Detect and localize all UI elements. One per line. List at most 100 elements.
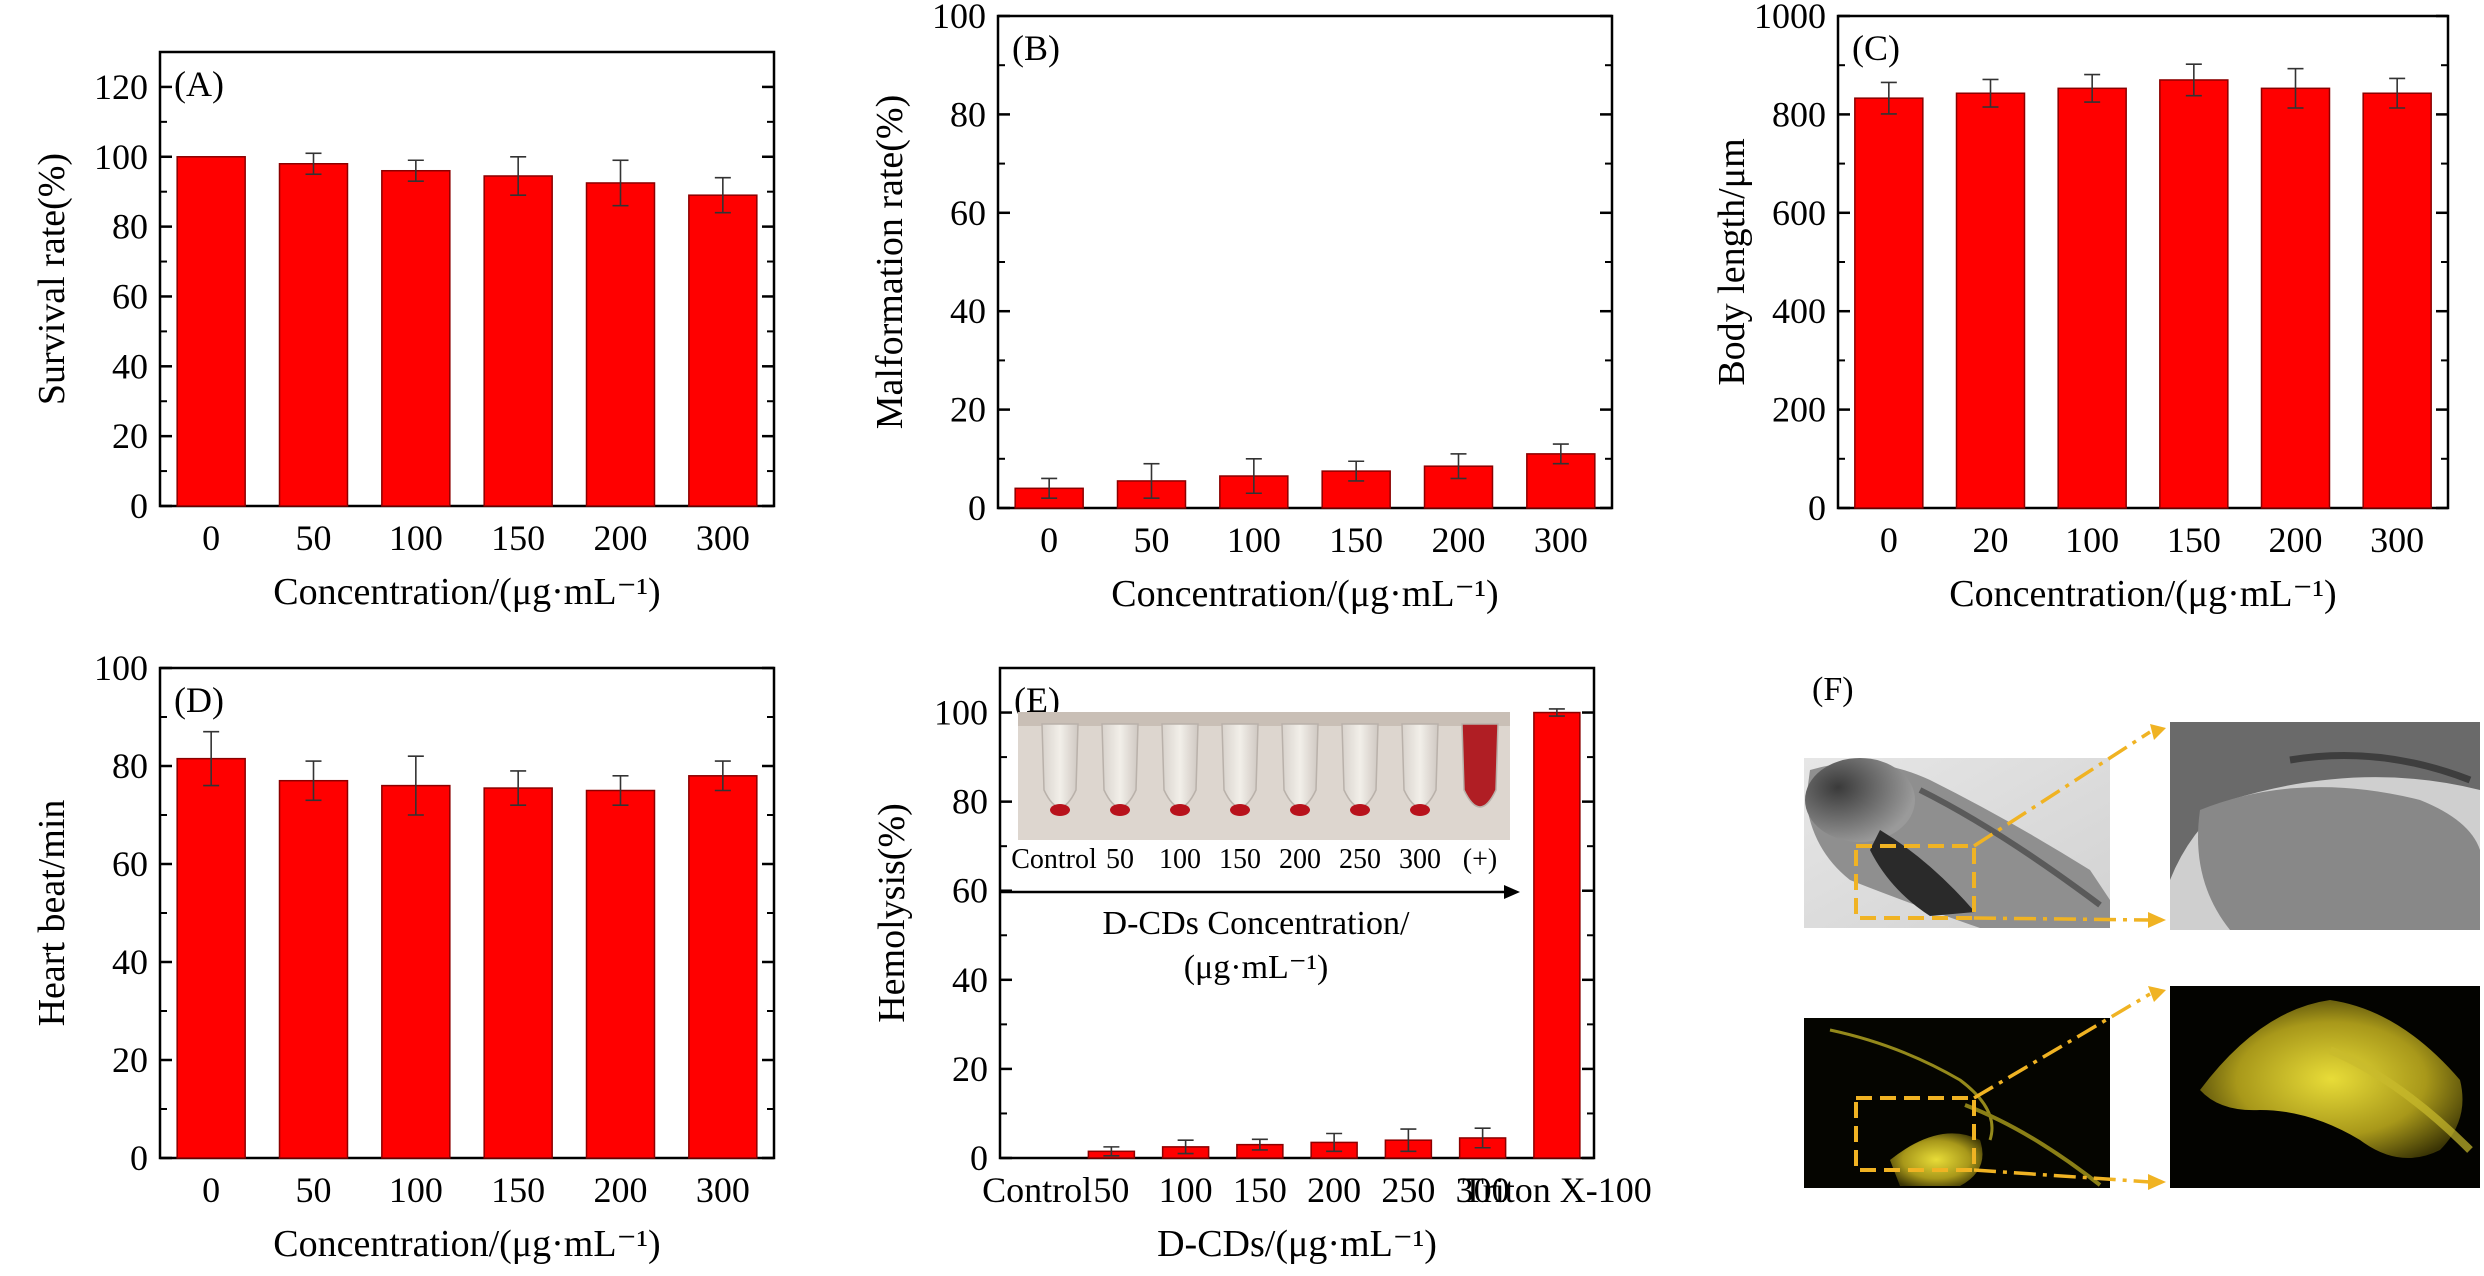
tube-label: 300 [1399,844,1441,875]
x-tick-label: 0 [1880,520,1898,560]
panel-label: (D) [174,680,224,720]
bar [585,789,656,1159]
bar [381,784,451,1159]
bar [1533,711,1581,1159]
panel-a-axes-frame [158,50,776,508]
y-tick-label: 20 [112,416,148,456]
rbc-pellet [1230,804,1250,816]
x-tick-label: 50 [296,1170,332,1210]
x-tick-label: 100 [1227,520,1281,560]
panel-b-axes-frame [996,14,1614,510]
y-axis-title: Hemolysis(%) [871,803,913,1023]
y-tick-label: 0 [130,486,148,526]
x-axis-title: Concentration/(μg·mL⁻¹) [1949,573,2336,615]
x-tick-label: 300 [696,1170,750,1210]
x-axis-title: D-CDs/(μg·mL⁻¹) [1157,1223,1437,1265]
x-tick-label: 0 [202,518,220,558]
bar [688,194,758,507]
y-tick-label: 1000 [1754,0,1826,36]
brightfield-zoom-image [2170,722,2480,930]
y-tick-label: 120 [94,67,148,107]
x-tick-label: 150 [2167,520,2221,560]
arrow-caption-line2: (μg·mL⁻¹) [1184,949,1329,986]
x-tick-label: Control [982,1170,1092,1210]
y-tick-label: 60 [950,193,986,233]
x-tick-label: 100 [2065,520,2119,560]
x-tick-label: 50 [296,518,332,558]
x-tick-label: 200 [1307,1170,1361,1210]
fluorescence-zoom-image [2170,986,2480,1188]
x-tick-label: 20 [1973,520,2009,560]
sample-tube [1281,723,1319,808]
x-tick-label: 250 [1381,1170,1435,1210]
x-tick-label: 0 [1040,520,1058,560]
bar [2159,79,2229,509]
rbc-pellet [1290,804,1310,816]
positive-control-tube [1461,723,1499,808]
tube-label: 200 [1279,844,1321,875]
panel-f-label: (F) [1812,671,1854,708]
panel-d-axes-frame [158,666,776,1160]
y-tick-label: 0 [970,1138,988,1178]
x-tick-label: 100 [389,1170,443,1210]
rbc-pellet [1110,804,1130,816]
panel-f-microscopy: (F) [1804,671,2480,1190]
hemolysis-tube-labels: Control 50 100 150 200 250 300 (+) [1011,844,1497,875]
y-axis-title: Body length/μm [1711,138,1753,385]
x-tick-label: 200 [2269,520,2323,560]
x-tick-label: 150 [491,518,545,558]
y-tick-label: 40 [112,346,148,386]
arrow-caption-line1: D-CDs Concentration/ [1103,905,1410,942]
bar [688,775,758,1159]
panel-label: (A) [174,64,224,104]
sample-tube [1161,723,1199,808]
bar [585,182,656,507]
bar [483,175,553,507]
x-axis-title: Concentration/(μg·mL⁻¹) [273,571,660,613]
x-tick-label: 50 [1093,1170,1129,1210]
y-tick-label: 20 [952,1049,988,1089]
x-axis-title: Concentration/(μg·mL⁻¹) [1111,573,1498,615]
panel-label: (C) [1852,28,1900,68]
bar [278,163,349,507]
brightfield-zebrafish-image [1804,758,2110,928]
tube-label: 250 [1339,844,1381,875]
bar [176,156,246,507]
y-tick-label: 100 [94,648,148,688]
x-tick-label: 100 [389,518,443,558]
x-tick-label: 150 [1329,520,1383,560]
y-axis-title: Survival rate(%) [31,153,73,405]
x-tick-label: 100 [1159,1170,1213,1210]
panel-e-axes-frame [998,666,1596,1160]
y-axis-title: Malformation rate(%) [869,95,911,429]
y-tick-label: 40 [112,942,148,982]
bar [176,757,246,1159]
concentration-arrow [1000,885,1520,899]
x-tick-label: 50 [1134,520,1170,560]
x-tick-label: 300 [696,518,750,558]
x-axis-title: Concentration/(μg·mL⁻¹) [273,1223,660,1265]
x-tick-label: 300 [1456,1170,1510,1210]
panel-b-malformation-chart: 0 20 40 60 80 100 0 50 100 150 200 300 (B) Concentrat… [869,0,1614,615]
bar [2260,87,2331,509]
y-tick-label: 80 [952,782,988,822]
y-tick-label: 100 [932,0,986,36]
tube-label: (+) [1463,844,1497,875]
bar [1854,97,1924,509]
panel-a-survival-chart: 0 20 40 60 80 100 120 0 50 100 150 200 300 (A) Concent… [31,50,776,613]
y-tick-label: 20 [112,1040,148,1080]
brightfield-zoom-box [1854,844,1976,920]
rbc-pellet [1170,804,1190,816]
y-tick-label: 40 [950,291,986,331]
tube-label: 150 [1219,844,1261,875]
zoom-arrowheads [2148,724,2166,1190]
tube-photo-rack [1018,712,1510,726]
fluorescence-zoom-box [1854,1096,1976,1172]
y-tick-label: 100 [934,693,988,733]
y-tick-label: 80 [112,207,148,247]
y-tick-label: 60 [952,871,988,911]
y-tick-label: 0 [968,488,986,528]
panel-d-heart-beat-chart: 0 20 40 60 80 100 0 50 100 150 200 300 (D) Concentrat… [31,648,776,1265]
y-tick-label: 60 [112,276,148,316]
